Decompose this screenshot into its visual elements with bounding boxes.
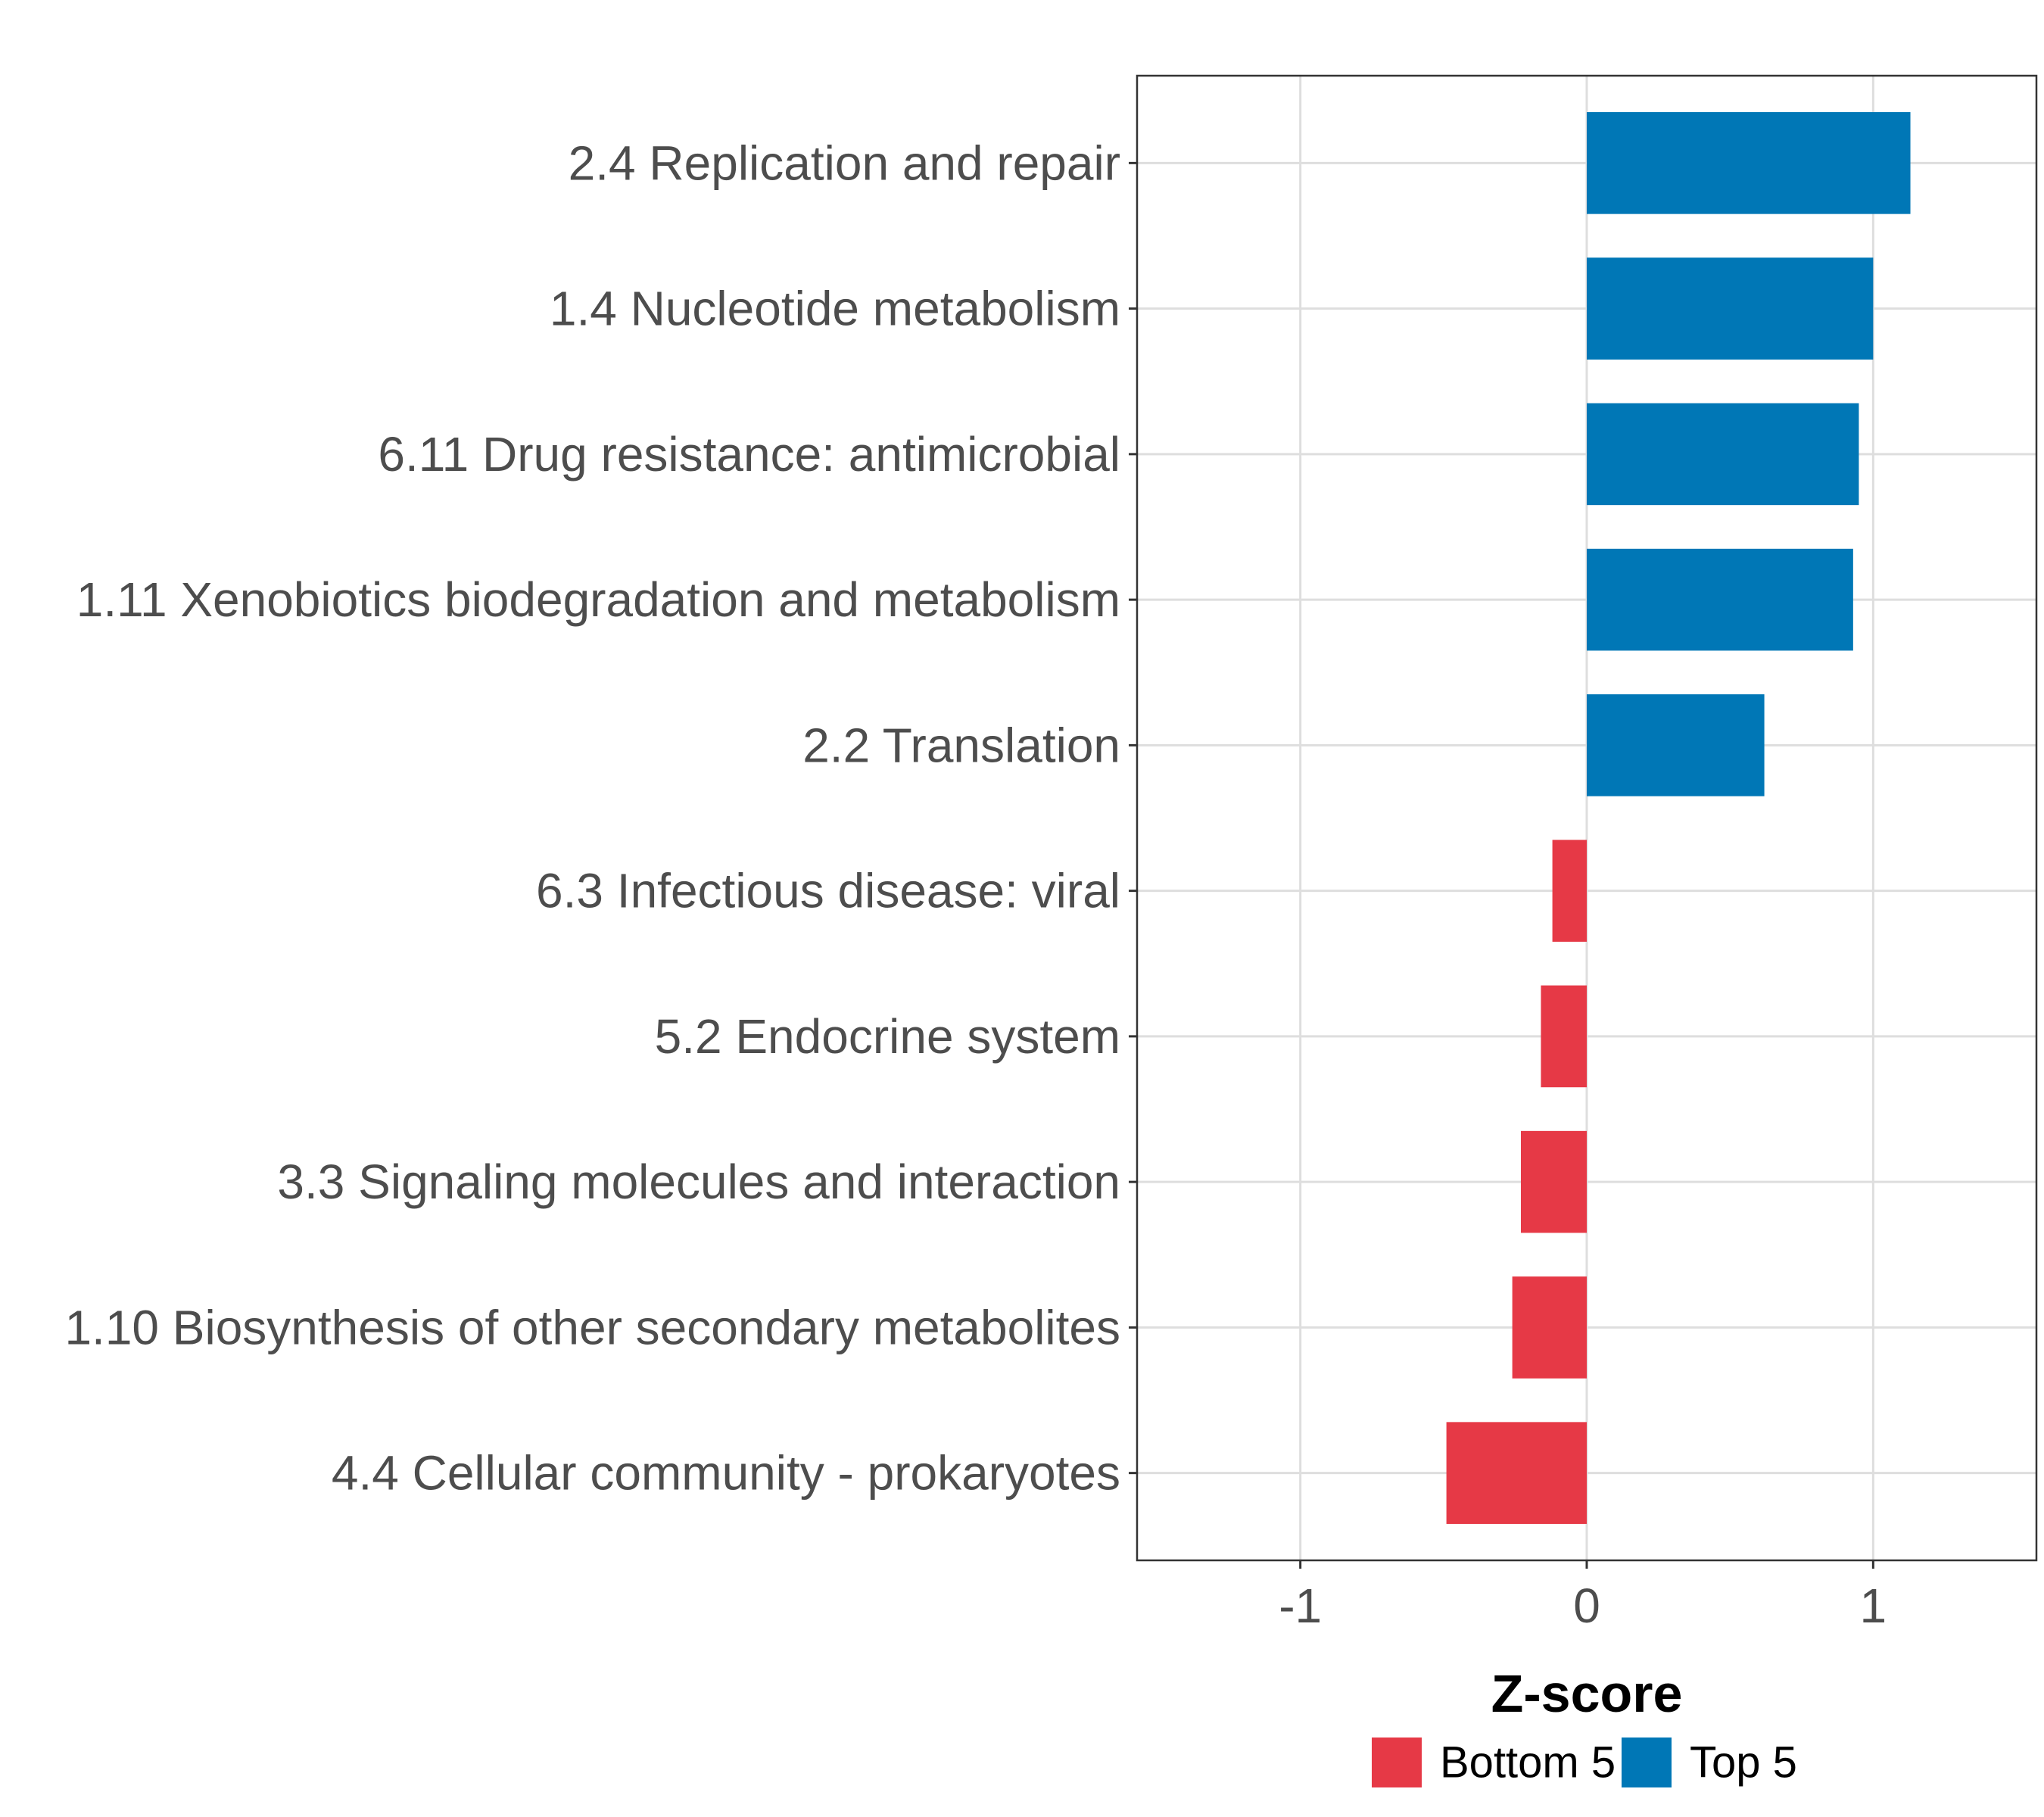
x-tick-labels: -1 0 1 xyxy=(1279,1579,1887,1633)
bar-2 xyxy=(1587,257,1874,360)
category-label-1: 2.4 Replication and repair xyxy=(569,136,1120,190)
x-axis-title: Z-score xyxy=(1491,1664,1683,1723)
legend-label-1: Bottom 5 xyxy=(1440,1738,1616,1787)
category-label-2: 1.4 Nucleotide metabolism xyxy=(550,282,1120,336)
category-label-10: 4.4 Cellular community - prokaryotes xyxy=(332,1446,1120,1501)
x-tick-label-0: -1 xyxy=(1279,1579,1322,1633)
category-label-7: 5.2 Endocrine system xyxy=(655,1009,1120,1064)
legend-swatch-1 xyxy=(1372,1738,1422,1787)
x-tick-label-2: 1 xyxy=(1860,1579,1887,1633)
category-label-9: 1.10 Biosynthesis of other secondary met… xyxy=(64,1300,1120,1354)
category-label-5: 2.2 Translation xyxy=(802,718,1120,772)
category-label-6: 6.3 Infectious disease: viral xyxy=(536,864,1120,918)
legend: Bottom 5 Top 5 xyxy=(1372,1738,1797,1787)
bar-6 xyxy=(1552,840,1587,942)
category-labels: 2.4 Replication and repair 1.4 Nucleotide… xyxy=(64,136,1120,1500)
x-tick-label-1: 0 xyxy=(1573,1579,1600,1633)
bar-8 xyxy=(1520,1130,1587,1233)
bar-1 xyxy=(1587,112,1911,214)
bar-4 xyxy=(1587,548,1853,651)
category-label-3: 6.11 Drug resistance: antimicrobial xyxy=(378,427,1120,482)
axis-ticks xyxy=(1129,161,1874,1569)
category-label-4: 1.11 Xenobiotics biodegradation and meta… xyxy=(76,572,1120,627)
legend-label-2: Top 5 xyxy=(1690,1738,1797,1787)
bar-9 xyxy=(1512,1276,1587,1379)
bar-7 xyxy=(1541,985,1587,1088)
bar-10 xyxy=(1446,1422,1587,1524)
category-label-8: 3.3 Signaling molecules and interaction xyxy=(277,1155,1120,1209)
bar-3 xyxy=(1587,403,1859,506)
bars xyxy=(1446,112,1911,1524)
legend-swatch-2 xyxy=(1622,1738,1672,1787)
bar-5 xyxy=(1587,694,1765,796)
